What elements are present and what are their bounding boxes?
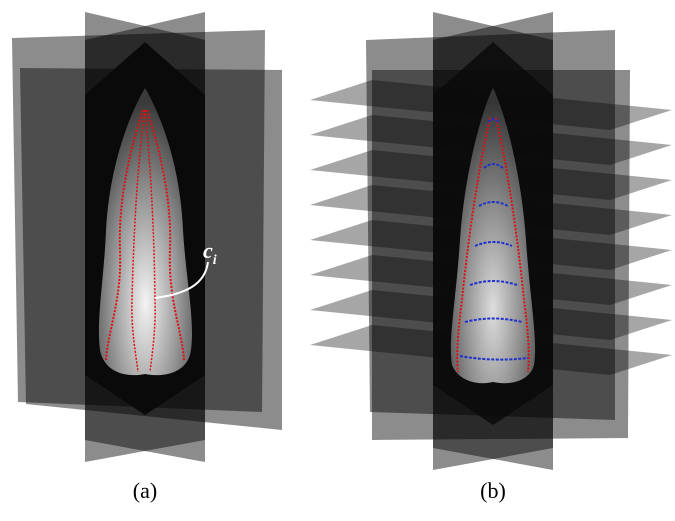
panel-a: ci xyxy=(12,12,282,462)
panel-b xyxy=(310,12,672,470)
annotation-symbol: c xyxy=(203,238,213,263)
annotation-subscript: i xyxy=(213,253,217,268)
caption: (a) xyxy=(133,478,157,503)
figure: ci (a) (b) xyxy=(0,0,675,521)
caption: (b) xyxy=(480,478,506,503)
